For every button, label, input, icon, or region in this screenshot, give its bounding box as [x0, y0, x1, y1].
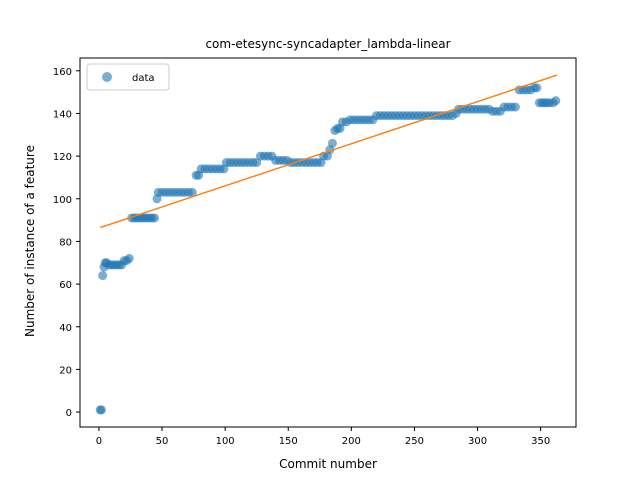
- y-axis-label: Number of instance of a feature: [23, 145, 37, 337]
- x-tick-label: 200: [342, 436, 361, 447]
- x-axis: 0 50 100 150 200 250 300 350: [96, 427, 550, 447]
- legend-label-data: data: [132, 73, 155, 84]
- data-point: [149, 213, 159, 223]
- x-tick-label: 0: [96, 436, 102, 447]
- legend-box: [86, 63, 170, 91]
- y-tick-label: 160: [53, 67, 72, 78]
- fit-line: [99, 74, 558, 229]
- x-tick-label: 250: [405, 436, 424, 447]
- data-point: [327, 138, 337, 148]
- x-tick-label: 300: [468, 436, 487, 447]
- legend: data: [86, 63, 170, 91]
- x-axis-label: Commit number: [279, 457, 377, 471]
- y-axis: 0 20 40 60 80 100 120 140 160: [53, 67, 80, 419]
- y-tick-label: 120: [53, 152, 72, 163]
- data-point: [532, 83, 542, 93]
- chart-title: com-etesync-syncadapter_lambda-linear: [205, 37, 450, 51]
- data-point: [187, 187, 197, 197]
- y-tick-label: 20: [59, 365, 72, 376]
- x-tick-label: 350: [531, 436, 550, 447]
- data-point: [98, 271, 108, 281]
- y-tick-label: 40: [59, 323, 72, 334]
- data-point: [96, 405, 106, 415]
- data-point: [124, 253, 134, 263]
- legend-marker-data: [102, 72, 112, 82]
- y-tick-label: 100: [53, 195, 72, 206]
- x-tick-label: 100: [216, 436, 235, 447]
- y-tick-label: 80: [59, 237, 72, 248]
- y-tick-label: 140: [53, 109, 72, 120]
- y-tick-label: 60: [59, 280, 72, 291]
- plot-frame: [79, 57, 577, 428]
- y-tick-label: 0: [66, 408, 72, 419]
- data-point: [510, 102, 520, 112]
- x-tick-label: 150: [279, 436, 298, 447]
- data-point: [551, 96, 561, 106]
- x-tick-label: 50: [156, 436, 169, 447]
- plot-area: [95, 74, 561, 415]
